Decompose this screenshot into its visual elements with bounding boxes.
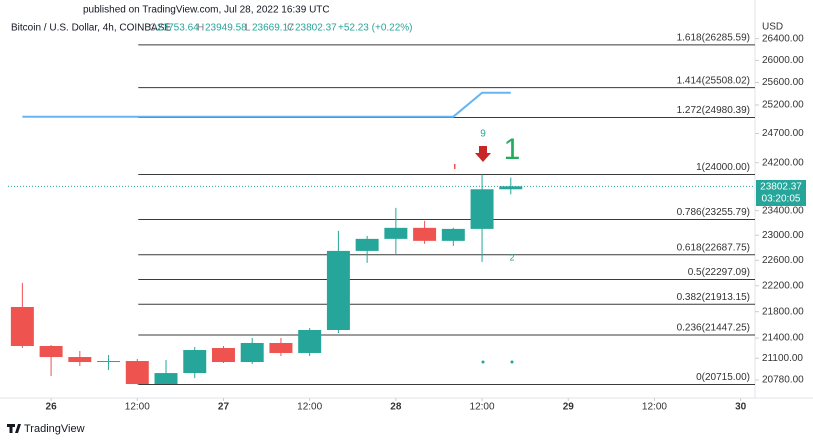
y-tick-label: 23000.00 (762, 230, 804, 241)
x-tick-label: 12:00 (470, 402, 495, 413)
indicator-line (22, 91, 511, 118)
candle-body (499, 186, 523, 190)
candle-body (125, 361, 149, 385)
y-tick-label: 21800.00 (762, 306, 804, 317)
candle-body (355, 238, 379, 251)
y-tick-label: 24200.00 (762, 157, 804, 168)
marks: 1.618(26285.59) 1.414(25508.02) 1.272(2498… (8, 32, 759, 401)
x-tick-label: 26 (46, 402, 58, 413)
y-tick-label: 23400.00 (762, 205, 804, 216)
candle-body (326, 250, 350, 330)
candle-body (269, 342, 293, 353)
ohlc-label: H (197, 23, 204, 34)
brand-logo (7, 424, 21, 433)
y-tick-label: 24700.00 (762, 128, 804, 139)
annotation: 1 (504, 133, 521, 166)
signal-dot (481, 360, 485, 364)
countdown: 03:20:05 (762, 194, 801, 205)
x-tick-label: 29 (563, 402, 575, 413)
x-tick-label: 30 (735, 402, 747, 413)
annotation: 2 (509, 252, 514, 262)
signal-arrow (475, 146, 491, 162)
candle-body (384, 227, 408, 239)
candle-body (413, 227, 437, 241)
y-tick-label: 21100.00 (762, 353, 803, 364)
signal-mark (454, 164, 456, 169)
fib-label: 1.618(26285.59) (677, 32, 750, 43)
fib-label: 0(20715.00) (696, 372, 750, 383)
ohlc-value: 23669.17 (252, 23, 294, 34)
x-tick-label: 12:00 (125, 402, 150, 413)
brand-name: TradingView (24, 423, 85, 435)
ohlc-value: 23753.64 (157, 23, 199, 34)
y-axis-label: USD (762, 22, 783, 33)
y-tick-label: 26400.00 (762, 33, 804, 44)
x-tick-label: 12:00 (642, 402, 667, 413)
candle-body (39, 345, 63, 358)
x-tick-label: 27 (218, 402, 230, 413)
y-tick-label: 20780.00 (762, 375, 804, 386)
candle-body (183, 350, 207, 374)
published-note: published on TradingView.com, Jul 28, 20… (83, 5, 330, 16)
x-tick-label: 12:00 (297, 402, 322, 413)
candle-body (10, 306, 34, 346)
ohlc-value: 23802.37 (295, 23, 337, 34)
y-tick-label: 25600.00 (762, 77, 804, 88)
price-tag-bg (756, 180, 806, 206)
symbol-title: Bitcoin / U.S. Dollar, 4h, COINBASE (11, 23, 171, 34)
price-tag-value: 23802.37 (760, 182, 802, 193)
fib-label: 0.382(21913.15) (677, 292, 750, 303)
candle-body (470, 189, 494, 229)
signal-dot (510, 360, 514, 364)
annotation: 9 (480, 129, 486, 140)
fib-label: 1(24000.00) (696, 162, 750, 173)
ohlc-label: L (245, 23, 251, 34)
fib-label: 1.414(25508.02) (677, 75, 750, 86)
fib-label: 0.236(21447.25) (677, 323, 750, 334)
ohlc-label: O (149, 23, 157, 34)
y-tick-label: 26000.00 (762, 55, 804, 66)
candle-body (298, 329, 322, 353)
candle-body (68, 357, 92, 363)
y-tick-label: 22200.00 (762, 280, 804, 291)
y-tick-label: 25200.00 (762, 100, 804, 111)
brand: TradingView (7, 423, 85, 435)
ohlc-value: 23949.58 (205, 23, 247, 34)
y-tick-label: 22600.00 (762, 255, 804, 266)
x-tick-label: 28 (390, 402, 402, 413)
fib-label: 0.5(22297.09) (688, 267, 750, 278)
fib-label: 0.618(22687.75) (677, 242, 750, 253)
price-tag: 23802.37 03:20:05 (756, 180, 806, 206)
candle-body (441, 228, 465, 241)
y-tick-label: 21400.00 (762, 333, 804, 344)
candle-body (211, 348, 235, 363)
candle-body (154, 373, 178, 385)
change: +52.23 (+0.22%) (338, 23, 413, 34)
fib-label: 0.786(23255.79) (677, 207, 750, 218)
ohlc-label: C (287, 23, 294, 34)
fib-label: 1.272(24980.39) (677, 105, 750, 116)
candle-body (97, 361, 121, 363)
candle-body (240, 342, 264, 363)
